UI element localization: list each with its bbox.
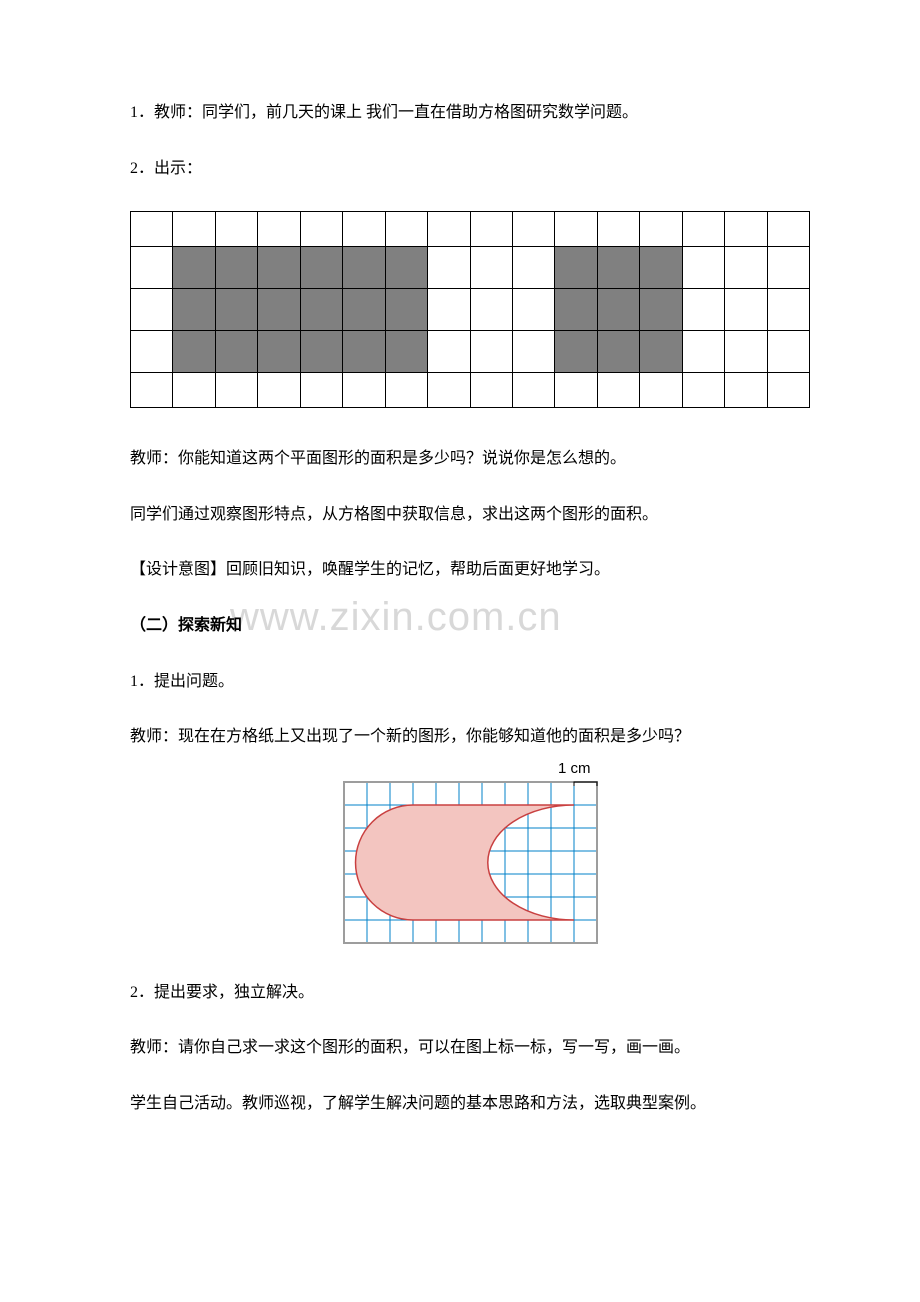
grid-cell (215, 289, 257, 331)
grid-cell (640, 212, 682, 247)
grid-cell (640, 289, 682, 331)
grid-cell (597, 212, 639, 247)
unit-label: 1 cm (558, 760, 591, 777)
grid-cell (767, 212, 809, 247)
grid-cell (640, 373, 682, 408)
grid-cell (725, 373, 767, 408)
grid-cell (555, 247, 597, 289)
grid-cell (640, 331, 682, 373)
grid-cell (343, 373, 385, 408)
grid-cell (385, 289, 427, 331)
grid-cell (343, 212, 385, 247)
grid-cell (258, 331, 300, 373)
grid-cell (512, 247, 554, 289)
grid-cell (725, 289, 767, 331)
grid-cell (343, 247, 385, 289)
grid-cell (597, 373, 639, 408)
grid-cell (258, 373, 300, 408)
grid-cell (682, 289, 724, 331)
paragraph-10: 学生自己活动。教师巡视，了解学生解决问题的基本思路和方法，选取典型案例。 (130, 1091, 810, 1117)
grid-cell (512, 331, 554, 373)
shape-figure-wrapper: 1 cm (130, 780, 810, 950)
grid-cell (385, 247, 427, 289)
grid-cell (428, 373, 470, 408)
grid-cell (258, 289, 300, 331)
paragraph-9: 教师：请你自己求一求这个图形的面积，可以在图上标一标，写一写，画一画。 (130, 1035, 810, 1061)
grid-cell (512, 212, 554, 247)
grid-cell (767, 373, 809, 408)
grid-cell (767, 247, 809, 289)
grid-cell (131, 331, 173, 373)
document-content: 1．教师：同学们，前几天的课上 我们一直在借助方格图研究数学问题。 2．出示： … (130, 100, 810, 1117)
grid-cell (725, 247, 767, 289)
grid-cell (258, 247, 300, 289)
grid-cell (512, 373, 554, 408)
grid-cell (131, 289, 173, 331)
grid-cell (767, 331, 809, 373)
grid-cell (682, 247, 724, 289)
grid-cell (385, 373, 427, 408)
grid-cell (300, 247, 342, 289)
grid-cell (131, 212, 173, 247)
grid-cell (173, 247, 215, 289)
grid-cell (343, 289, 385, 331)
grid-cell (173, 212, 215, 247)
grid-cell (640, 247, 682, 289)
grid-cell (682, 212, 724, 247)
grid-cell (215, 331, 257, 373)
grid-cell (258, 212, 300, 247)
grid-cell (385, 331, 427, 373)
grid-cell (682, 373, 724, 408)
grid-cell (725, 331, 767, 373)
grid-cell (767, 289, 809, 331)
paragraph-1: 1．教师：同学们，前几天的课上 我们一直在借助方格图研究数学问题。 (130, 100, 810, 126)
grid-cell (428, 212, 470, 247)
grid-cell (215, 373, 257, 408)
paragraph-4: 同学们通过观察图形特点，从方格图中获取信息，求出这两个图形的面积。 (130, 502, 810, 528)
grid-cell (428, 247, 470, 289)
grid-cell (470, 289, 512, 331)
grid-cell (682, 331, 724, 373)
grid-cell (385, 212, 427, 247)
grid-cell (173, 373, 215, 408)
shape-grid-svg (342, 780, 599, 945)
grid-cell (173, 331, 215, 373)
grid-cell (343, 331, 385, 373)
grid-cell (300, 289, 342, 331)
section-heading-2: （二）探索新知 (130, 613, 810, 639)
grid-cell (512, 289, 554, 331)
grid-cell (597, 331, 639, 373)
grid-table (130, 211, 810, 408)
grid-cell (300, 373, 342, 408)
grid-cell (470, 331, 512, 373)
grid-cell (173, 289, 215, 331)
grid-cell (215, 212, 257, 247)
grid-cell (555, 331, 597, 373)
paragraph-6: 1．提出问题。 (130, 669, 810, 695)
grid-cell (597, 289, 639, 331)
paragraph-3: 教师：你能知道这两个平面图形的面积是多少吗？说说你是怎么想的。 (130, 446, 810, 472)
grid-cell (597, 247, 639, 289)
grid-cell (555, 289, 597, 331)
grid-cell (555, 373, 597, 408)
paragraph-8: 2．提出要求，独立解决。 (130, 980, 810, 1006)
paragraph-2: 2．出示： (130, 156, 810, 182)
grid-table-figure (130, 211, 810, 408)
grid-cell (470, 373, 512, 408)
grid-cell (470, 247, 512, 289)
grid-cell (428, 331, 470, 373)
grid-cell (131, 373, 173, 408)
grid-cell (555, 212, 597, 247)
grid-cell (428, 289, 470, 331)
grid-cell (131, 247, 173, 289)
grid-cell (470, 212, 512, 247)
grid-cell (725, 212, 767, 247)
paragraph-7: 教师：现在在方格纸上又出现了一个新的图形，你能够知道他的面积是多少吗？ (130, 724, 810, 750)
grid-figure: 1 cm (342, 780, 599, 950)
grid-cell (300, 331, 342, 373)
paragraph-5: 【设计意图】回顾旧知识，唤醒学生的记忆，帮助后面更好地学习。 (130, 557, 810, 583)
grid-cell (300, 212, 342, 247)
grid-cell (215, 247, 257, 289)
